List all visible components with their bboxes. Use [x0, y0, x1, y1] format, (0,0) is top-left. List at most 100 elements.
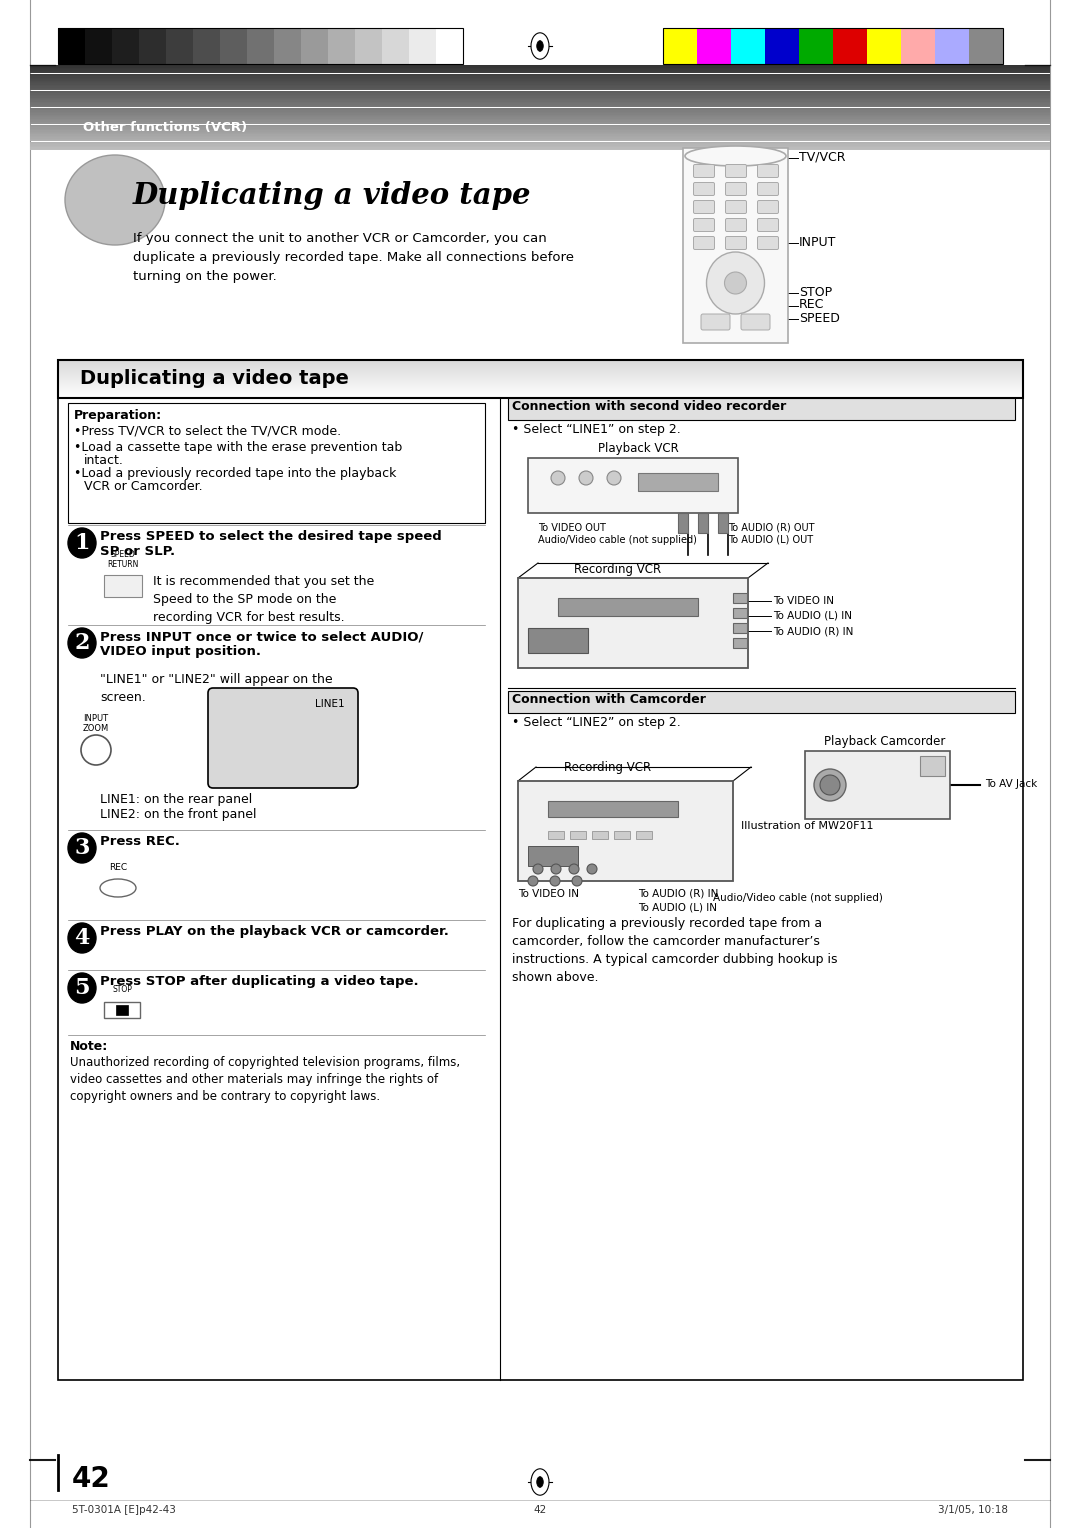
Text: Press REC.: Press REC.	[100, 834, 180, 848]
Bar	[805, 750, 950, 819]
Bar	[718, 513, 728, 533]
Bar	[920, 756, 945, 776]
FancyBboxPatch shape	[726, 182, 746, 196]
Bar	[935, 28, 969, 64]
FancyBboxPatch shape	[726, 200, 746, 214]
Bar	[615, 831, 630, 839]
Text: Note:: Note:	[70, 1041, 108, 1053]
FancyBboxPatch shape	[757, 219, 779, 232]
Bar	[636, 831, 652, 839]
Text: •Press TV/VCR to select the TV/VCR mode.: •Press TV/VCR to select the TV/VCR mode.	[75, 425, 341, 439]
Text: STOP: STOP	[799, 286, 832, 298]
Bar	[731, 28, 765, 64]
Text: To AUDIO (L) IN: To AUDIO (L) IN	[773, 611, 852, 620]
Bar	[220, 28, 247, 64]
Text: LINE2: on the front panel: LINE2: on the front panel	[100, 808, 257, 821]
Bar	[382, 28, 409, 64]
FancyBboxPatch shape	[726, 237, 746, 249]
Bar	[697, 28, 731, 64]
Ellipse shape	[551, 471, 565, 484]
FancyBboxPatch shape	[701, 313, 730, 330]
Text: 5: 5	[75, 976, 90, 999]
Bar	[733, 639, 747, 648]
Bar	[592, 831, 608, 839]
Ellipse shape	[607, 471, 621, 484]
Bar	[436, 28, 463, 64]
Text: To AUDIO (R) IN: To AUDIO (R) IN	[773, 626, 853, 636]
Text: Duplicating a video tape: Duplicating a video tape	[80, 370, 349, 388]
Bar	[733, 608, 747, 617]
Bar	[104, 1002, 140, 1018]
Bar	[112, 28, 139, 64]
Text: SPEED
RETURN: SPEED RETURN	[107, 550, 138, 568]
FancyBboxPatch shape	[693, 165, 715, 177]
Text: To VIDEO OUT: To VIDEO OUT	[538, 523, 606, 533]
FancyBboxPatch shape	[208, 688, 357, 788]
Text: To AUDIO (R) OUT: To AUDIO (R) OUT	[728, 523, 814, 533]
Text: SPEED: SPEED	[799, 312, 840, 324]
Text: 42: 42	[72, 1465, 111, 1493]
Ellipse shape	[68, 529, 96, 558]
FancyBboxPatch shape	[757, 165, 779, 177]
Text: Recording VCR: Recording VCR	[575, 562, 662, 576]
Bar	[116, 1005, 129, 1015]
Ellipse shape	[550, 876, 561, 886]
Text: 2: 2	[75, 633, 90, 654]
Ellipse shape	[588, 863, 597, 874]
Bar	[733, 593, 747, 604]
Text: 42: 42	[534, 1505, 546, 1514]
Text: Illustration of MW20F11: Illustration of MW20F11	[741, 821, 874, 831]
Ellipse shape	[65, 154, 165, 244]
Text: Other functions (VCR): Other functions (VCR)	[83, 121, 247, 133]
Bar	[678, 513, 688, 533]
Bar	[867, 28, 901, 64]
Bar	[799, 28, 833, 64]
Bar	[698, 513, 708, 533]
Ellipse shape	[534, 863, 543, 874]
Bar	[58, 361, 1023, 397]
Text: 4: 4	[75, 927, 90, 949]
Ellipse shape	[706, 252, 765, 313]
Text: • Select “LINE1” on step 2.: • Select “LINE1” on step 2.	[512, 423, 680, 435]
FancyBboxPatch shape	[757, 200, 779, 214]
Bar	[528, 458, 738, 513]
FancyBboxPatch shape	[757, 237, 779, 249]
Bar	[663, 28, 1003, 64]
Ellipse shape	[68, 628, 96, 659]
Bar	[969, 28, 1003, 64]
Bar	[518, 781, 733, 882]
Bar	[528, 628, 588, 652]
Text: To AV Jack: To AV Jack	[985, 779, 1037, 788]
Text: Press SPEED to select the desired tape speed
SP or SLP.: Press SPEED to select the desired tape s…	[100, 530, 442, 558]
Bar	[733, 623, 747, 633]
Bar	[85, 28, 112, 64]
Text: To AUDIO (R) IN: To AUDIO (R) IN	[638, 889, 718, 898]
Bar	[518, 578, 748, 668]
Bar	[193, 28, 220, 64]
Bar	[548, 831, 564, 839]
FancyBboxPatch shape	[726, 219, 746, 232]
Text: LINE1: on the rear panel: LINE1: on the rear panel	[100, 793, 253, 805]
Ellipse shape	[814, 769, 846, 801]
Text: •Load a previously recorded tape into the playback: •Load a previously recorded tape into th…	[75, 468, 396, 480]
Text: •Load a cassette tape with the erase prevention tab: •Load a cassette tape with the erase pre…	[75, 442, 402, 454]
FancyBboxPatch shape	[693, 200, 715, 214]
FancyBboxPatch shape	[693, 182, 715, 196]
Ellipse shape	[725, 272, 746, 293]
Bar	[508, 397, 1015, 420]
Text: Press STOP after duplicating a video tape.: Press STOP after duplicating a video tap…	[100, 975, 419, 989]
Text: INPUT: INPUT	[799, 235, 836, 249]
Bar	[301, 28, 328, 64]
Text: REC: REC	[799, 298, 824, 312]
Text: Playback Camcorder: Playback Camcorder	[824, 735, 946, 749]
Text: If you connect the unit to another VCR or Camcorder, you can
duplicate a previou: If you connect the unit to another VCR o…	[133, 232, 573, 283]
Bar	[508, 691, 1015, 714]
FancyBboxPatch shape	[693, 219, 715, 232]
Ellipse shape	[537, 1476, 543, 1487]
Text: Recording VCR: Recording VCR	[565, 761, 651, 775]
Text: REC: REC	[109, 863, 127, 872]
Text: • Select “LINE2” on step 2.: • Select “LINE2” on step 2.	[512, 717, 680, 729]
FancyBboxPatch shape	[726, 165, 746, 177]
Text: It is recommended that you set the
Speed to the SP mode on the
recording VCR for: It is recommended that you set the Speed…	[153, 575, 375, 623]
Text: STOP: STOP	[112, 986, 132, 995]
